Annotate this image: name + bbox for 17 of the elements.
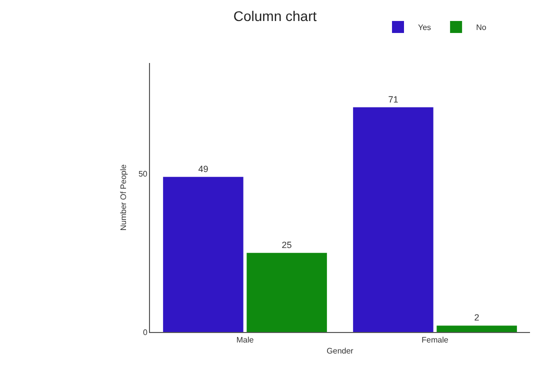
y-tick-label: 50 — [138, 170, 148, 179]
chart-title: Column chart — [233, 8, 317, 24]
data-label: 49 — [198, 164, 208, 174]
data-label: 2 — [474, 312, 480, 323]
bar — [436, 326, 517, 332]
x-tick-label: Male — [236, 336, 254, 345]
x-axis-title: Gender — [326, 346, 354, 356]
x-tick-label: Female — [422, 336, 449, 345]
legend-label: No — [476, 23, 487, 32]
bar — [246, 252, 327, 332]
bar — [163, 176, 244, 332]
y-tick-label: 0 — [142, 328, 148, 337]
data-label: 71 — [388, 94, 398, 104]
data-label: 25 — [282, 240, 292, 250]
bar — [353, 107, 434, 332]
y-axis-title: Number Of People — [119, 164, 128, 231]
legend-label: Yes — [418, 23, 432, 32]
